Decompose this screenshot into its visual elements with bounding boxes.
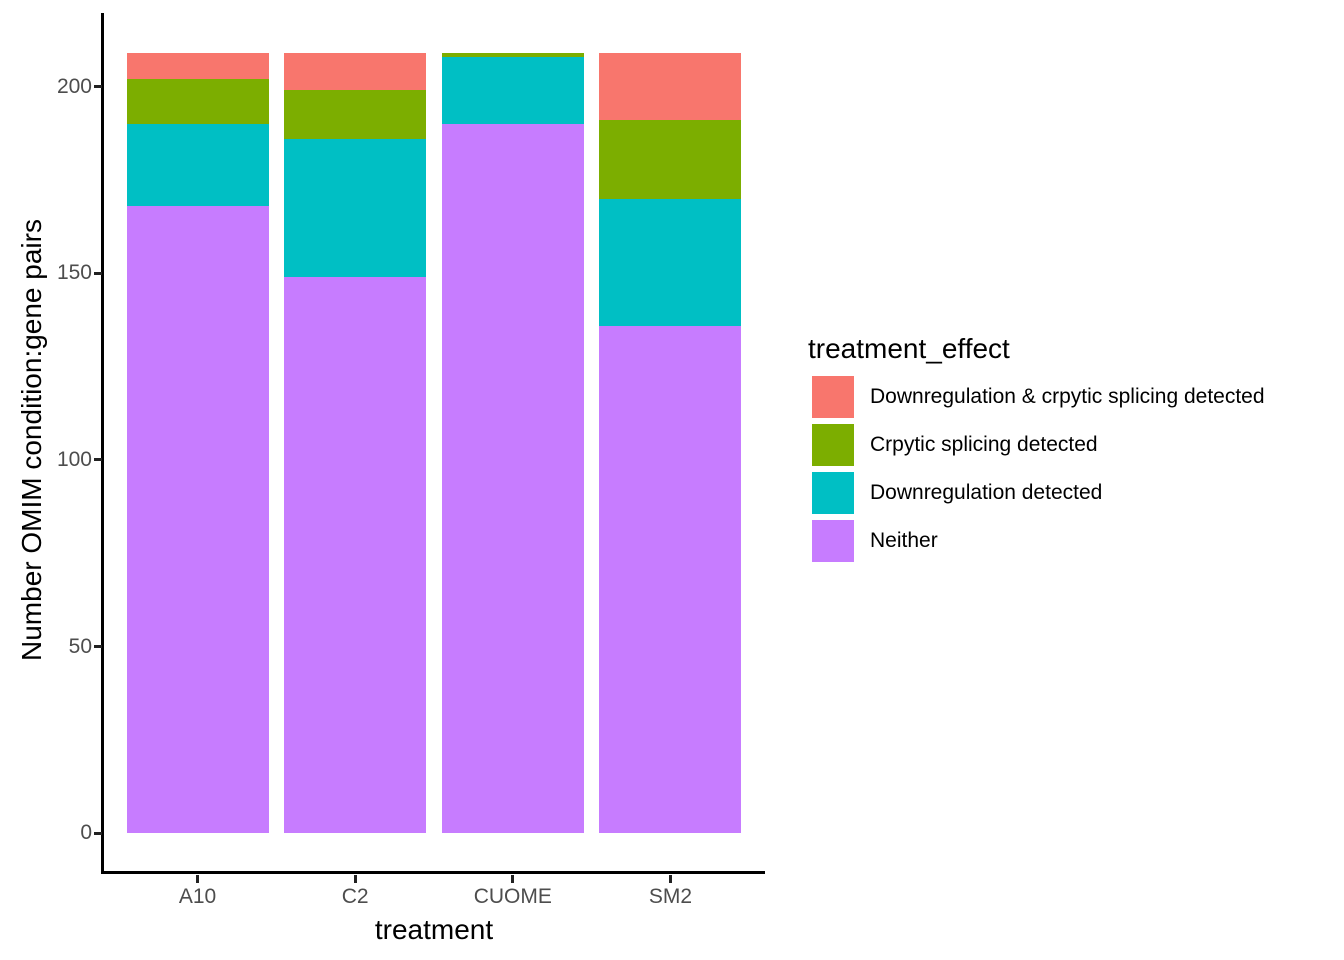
y-tick-label: 50	[68, 634, 92, 658]
bar-segment	[126, 53, 269, 80]
bar-segment	[284, 277, 427, 834]
x-tick-label: CUOME	[473, 885, 552, 908]
bar-segment	[284, 53, 427, 91]
y-tick-label: 0	[80, 821, 92, 845]
plot-panel	[101, 13, 765, 874]
x-tick-mark	[353, 874, 357, 883]
y-tick-mark	[94, 85, 102, 89]
y-tick-mark	[94, 645, 102, 649]
legend-title: treatment_effect	[808, 333, 1010, 364]
bar-segment	[126, 79, 269, 124]
x-tick-mark	[511, 874, 515, 883]
y-tick-mark	[94, 271, 102, 275]
bar-segment	[599, 120, 742, 199]
bar-segment	[441, 56, 584, 124]
y-tick-label: 150	[56, 261, 92, 285]
legend-swatch-downregulation	[812, 472, 854, 514]
y-tick-mark	[94, 458, 102, 462]
y-tick-label: 100	[56, 447, 92, 471]
x-tick-mark	[196, 874, 200, 883]
bar-segment	[599, 53, 742, 121]
x-tick-label: A10	[178, 885, 217, 908]
bar-segment	[284, 90, 427, 139]
legend-swatch-crpytic-splicing	[812, 424, 854, 466]
y-tick-label: 200	[56, 74, 92, 98]
x-tick-label: SM2	[648, 885, 693, 908]
bar-segment	[441, 53, 584, 57]
legend-label: Downregulation detected	[870, 481, 1103, 504]
legend-label: Crpytic splicing detected	[870, 433, 1098, 456]
x-tick-mark	[668, 874, 672, 883]
bar-segment	[284, 138, 427, 278]
y-axis-title: Number OMIM condition:gene pairs	[16, 219, 47, 661]
bar-segment	[441, 123, 584, 834]
x-axis-title: treatment	[374, 914, 494, 945]
bar-segment	[126, 206, 269, 834]
x-tick-label: C2	[341, 885, 369, 908]
legend-swatch-neither	[812, 520, 854, 562]
bar-segment	[599, 198, 742, 326]
legend-label: Neither	[870, 529, 938, 552]
bar-segment	[599, 325, 742, 834]
legend-label: Downregulation & crpytic splicing detect…	[870, 385, 1265, 408]
y-tick-mark	[94, 831, 102, 835]
legend-swatch-downregulation-and-crpytic	[812, 376, 854, 418]
bar-segment	[126, 123, 269, 207]
